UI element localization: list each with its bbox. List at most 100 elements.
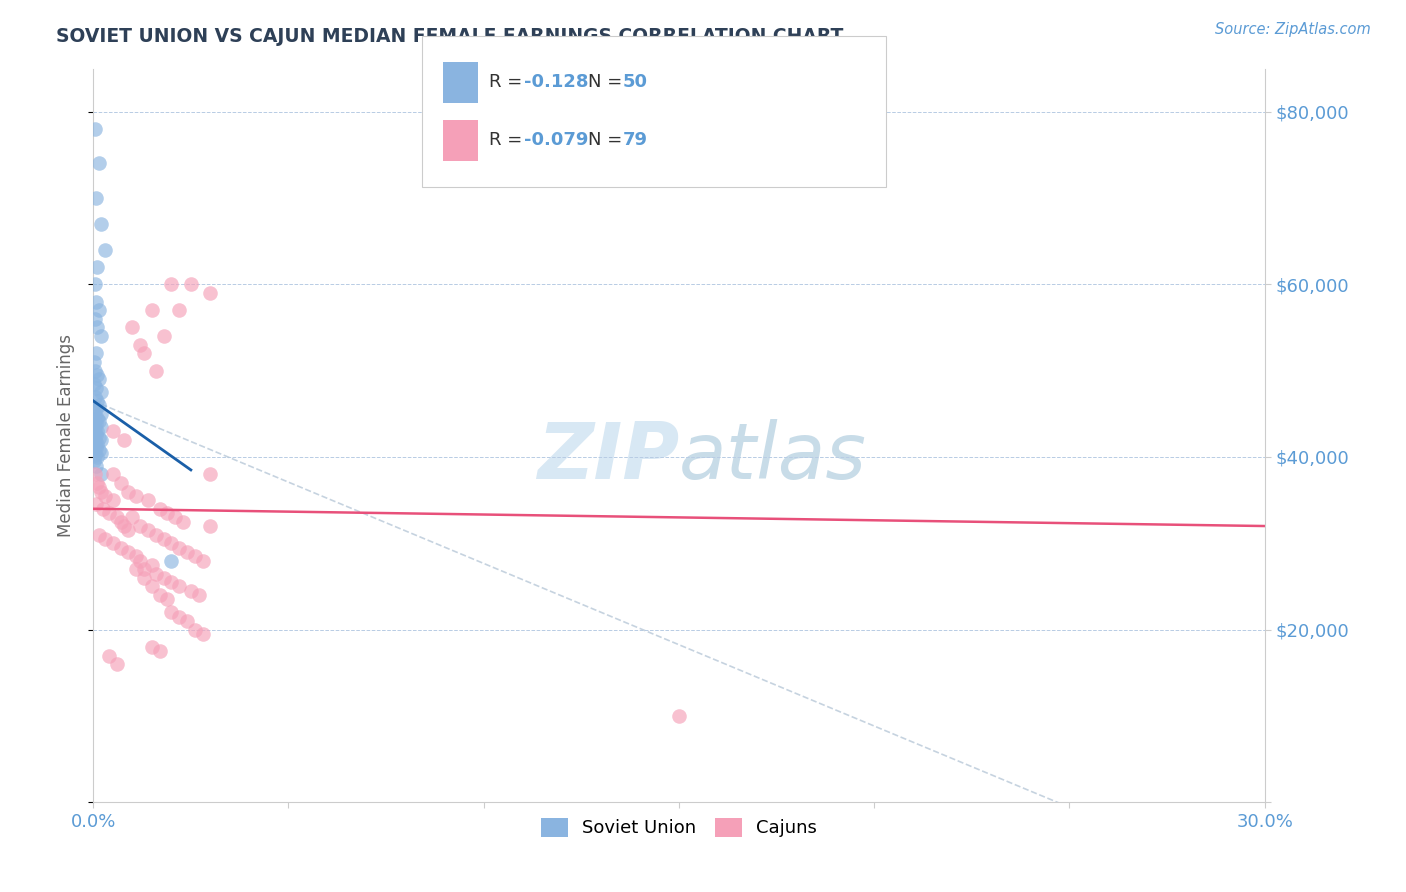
Point	[141, 303, 163, 318]
Point	[152, 571, 174, 585]
Point	[160, 605, 183, 619]
Point	[87, 303, 110, 318]
Point	[136, 524, 159, 538]
Point	[145, 527, 167, 541]
Point	[83, 376, 105, 391]
Point	[86, 428, 108, 442]
Point	[141, 558, 163, 572]
Point	[184, 549, 207, 564]
Point	[90, 329, 112, 343]
Point	[86, 498, 108, 512]
Point	[90, 407, 112, 421]
Point	[180, 583, 202, 598]
Point	[117, 545, 139, 559]
Point	[200, 467, 222, 482]
Point	[156, 506, 179, 520]
Point	[97, 648, 120, 663]
Point	[83, 440, 105, 454]
Point	[105, 657, 128, 672]
Point	[160, 575, 183, 590]
Point	[668, 709, 690, 723]
Point	[167, 303, 190, 318]
Point	[132, 562, 155, 576]
Point	[160, 277, 183, 292]
Point	[90, 385, 112, 400]
Point	[87, 480, 110, 494]
Text: ZIP: ZIP	[537, 419, 679, 495]
Point	[84, 311, 107, 326]
Point	[167, 609, 190, 624]
Point	[94, 243, 117, 257]
Legend: Soviet Union, Cajuns: Soviet Union, Cajuns	[534, 811, 824, 845]
Text: 79: 79	[623, 131, 648, 149]
Point	[132, 346, 155, 360]
Point	[110, 541, 132, 555]
Point	[125, 562, 148, 576]
Point	[84, 409, 107, 423]
Point	[83, 416, 105, 430]
Point	[110, 475, 132, 490]
Point	[86, 437, 108, 451]
Text: R =: R =	[489, 73, 529, 91]
Point	[149, 588, 172, 602]
Point	[191, 627, 214, 641]
Point	[84, 467, 107, 482]
Point	[94, 532, 117, 546]
Point	[86, 442, 108, 456]
Point	[86, 260, 108, 274]
Point	[117, 524, 139, 538]
Point	[83, 454, 105, 468]
Point	[86, 381, 108, 395]
Point	[160, 536, 183, 550]
Point	[87, 372, 110, 386]
Point	[86, 458, 108, 473]
Point	[200, 285, 222, 300]
Point	[83, 425, 105, 440]
Point	[84, 122, 107, 136]
Text: -0.079: -0.079	[524, 131, 589, 149]
Point	[90, 419, 112, 434]
Point	[152, 532, 174, 546]
Y-axis label: Median Female Earnings: Median Female Earnings	[58, 334, 75, 537]
Point	[184, 623, 207, 637]
Point	[121, 320, 143, 334]
Point	[165, 510, 187, 524]
Point	[83, 400, 105, 414]
Point	[114, 519, 136, 533]
Point	[101, 424, 124, 438]
Point	[156, 592, 179, 607]
Point	[90, 433, 112, 447]
Point	[125, 489, 148, 503]
Point	[167, 541, 190, 555]
Point	[176, 545, 198, 559]
Point	[145, 364, 167, 378]
Point	[167, 579, 190, 593]
Point	[86, 294, 108, 309]
Point	[87, 431, 110, 445]
Point	[87, 527, 110, 541]
Point	[129, 553, 152, 567]
Point	[114, 433, 136, 447]
Point	[149, 501, 172, 516]
Point	[90, 467, 112, 482]
Point	[129, 337, 152, 351]
Text: -0.128: -0.128	[524, 73, 589, 91]
Point	[176, 614, 198, 628]
Point	[191, 553, 214, 567]
Point	[180, 277, 202, 292]
Point	[101, 536, 124, 550]
Point	[152, 329, 174, 343]
Point	[105, 510, 128, 524]
Point	[86, 450, 108, 464]
Point	[86, 411, 108, 425]
Point	[86, 368, 108, 382]
Point	[132, 571, 155, 585]
Point	[90, 217, 112, 231]
Point	[149, 644, 172, 658]
Text: R =: R =	[489, 131, 529, 149]
Point	[84, 434, 107, 449]
Point	[86, 402, 108, 417]
Point	[145, 566, 167, 581]
Point	[160, 553, 183, 567]
Point	[84, 448, 107, 462]
